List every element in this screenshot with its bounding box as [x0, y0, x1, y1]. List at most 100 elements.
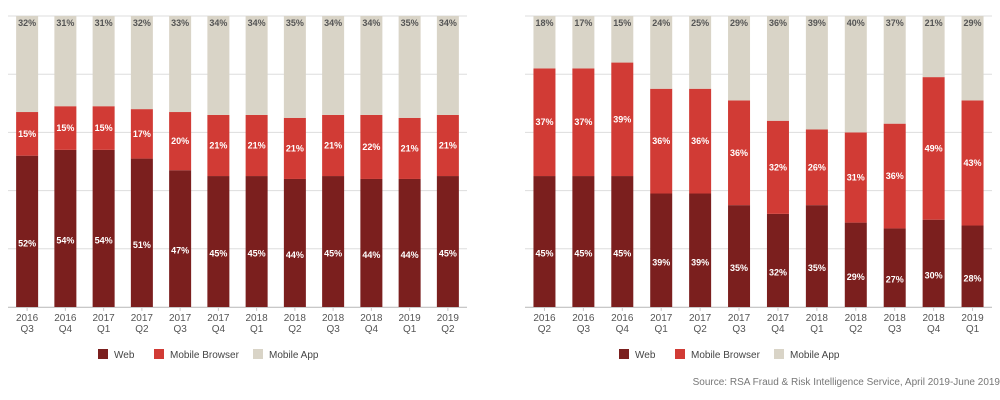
- bar-segment-mobile-browser: [322, 114, 345, 177]
- data-label: 54%: [95, 235, 113, 245]
- x-tick-label: Q3: [577, 324, 591, 335]
- legend-swatch-mobile-app: [774, 349, 784, 359]
- data-label: 29%: [964, 18, 982, 28]
- bar-segment-mobile-app: [54, 16, 77, 107]
- data-label: 36%: [769, 18, 787, 28]
- data-label: 37%: [535, 117, 553, 127]
- x-tick-label: Q4: [616, 324, 630, 335]
- x-tick-label: Q4: [212, 324, 226, 335]
- data-label: 51%: [133, 240, 151, 250]
- legend-swatch-mobile-app: [253, 349, 263, 359]
- bar-segment-mobile-app: [322, 16, 345, 115]
- data-label: 37%: [574, 117, 592, 127]
- bar-segment-web: [650, 193, 673, 307]
- bar-segment-mobile-app: [16, 16, 39, 113]
- bar-segment-web: [436, 176, 459, 307]
- bar-segment-mobile-browser: [130, 109, 153, 159]
- bar-segment-web: [16, 155, 39, 307]
- bar-segment-mobile-app: [436, 16, 459, 115]
- bar-segment-mobile-app: [245, 16, 268, 115]
- bar-segment-web: [961, 225, 984, 307]
- x-tick-label: Q2: [538, 324, 552, 335]
- data-label: 45%: [209, 249, 227, 259]
- data-label: 44%: [362, 250, 380, 260]
- bar-segment-web: [322, 176, 345, 307]
- bar-segment-mobile-browser: [245, 114, 268, 177]
- bar-segment-web: [805, 205, 828, 307]
- x-tick-label: 2018: [806, 313, 829, 324]
- legend: Web Mobile Browser Mobile App: [98, 349, 319, 361]
- legend-label-mobile-browser: Mobile Browser: [691, 350, 761, 361]
- data-label: 36%: [730, 148, 748, 158]
- bar-segment-mobile-browser: [283, 117, 306, 179]
- data-label: 15%: [613, 18, 631, 28]
- bar-segment-mobile-app: [283, 16, 306, 118]
- data-label: 15%: [18, 129, 36, 139]
- data-label: 39%: [613, 114, 631, 124]
- data-label: 35%: [730, 263, 748, 273]
- bar-segment-mobile-app: [844, 16, 867, 133]
- legend-label-web: Web: [114, 350, 135, 361]
- bar-segment-mobile-app: [728, 16, 751, 101]
- bar-segment-mobile-app: [572, 16, 595, 69]
- data-label: 39%: [808, 18, 826, 28]
- data-label: 18%: [535, 18, 553, 28]
- bar-segment-web: [54, 149, 77, 307]
- legend-swatch-mobile-browser: [154, 349, 164, 359]
- data-label: 26%: [808, 162, 826, 172]
- x-tick-label: 2018: [923, 313, 946, 324]
- bar-segment-web: [922, 219, 945, 307]
- bar-segment-mobile-app: [689, 16, 712, 89]
- bar-segment-mobile-app: [169, 16, 192, 113]
- legend-swatch-web: [619, 349, 629, 359]
- x-tick-label: 2019: [961, 313, 984, 324]
- data-label: 44%: [286, 250, 304, 260]
- x-tick-label: Q1: [97, 324, 111, 335]
- data-label: 35%: [286, 18, 304, 28]
- data-label: 54%: [56, 235, 74, 245]
- bar-segment-mobile-browser: [572, 68, 595, 177]
- bar-segment-mobile-app: [766, 16, 789, 121]
- x-tick-label: 2019: [437, 313, 460, 324]
- x-tick-label: 2016: [54, 313, 77, 324]
- x-tick-label: Q1: [810, 324, 824, 335]
- x-tick-label: Q2: [849, 324, 863, 335]
- x-tick-label: 2017: [689, 313, 712, 324]
- data-label: 21%: [925, 18, 943, 28]
- bar-segment-mobile-app: [207, 16, 230, 115]
- x-tick-label: 2017: [767, 313, 790, 324]
- bar-segment-mobile-browser: [689, 88, 712, 194]
- x-tick-label: Q3: [20, 324, 34, 335]
- bar-segment-web: [689, 193, 712, 307]
- x-tick-label: 2018: [884, 313, 907, 324]
- bar-segment-mobile-browser: [844, 132, 867, 223]
- x-tick-label: 2018: [322, 313, 345, 324]
- legend-label-mobile-app: Mobile App: [269, 350, 319, 361]
- x-tick-label: 2016: [611, 313, 634, 324]
- bar-segment-mobile-app: [650, 16, 673, 89]
- data-label: 34%: [324, 18, 342, 28]
- data-label: 36%: [886, 171, 904, 181]
- x-tick-label: Q1: [403, 324, 417, 335]
- data-label: 21%: [439, 140, 457, 150]
- x-tick-label: 2018: [284, 313, 307, 324]
- bar-segment-web: [245, 176, 268, 307]
- data-label: 45%: [613, 249, 631, 259]
- x-tick-label: 2017: [131, 313, 154, 324]
- bar-segment-mobile-browser: [650, 88, 673, 194]
- data-label: 45%: [248, 249, 266, 259]
- data-label: 17%: [133, 129, 151, 139]
- x-tick-label: 2016: [533, 313, 556, 324]
- bar-segment-web: [883, 228, 906, 307]
- data-label: 24%: [652, 18, 670, 28]
- bar-segment-web: [283, 178, 306, 307]
- data-label: 31%: [847, 173, 865, 183]
- bar-segment-mobile-app: [360, 16, 383, 115]
- data-label: 32%: [769, 162, 787, 172]
- data-label: 45%: [439, 249, 457, 259]
- x-tick-label: Q4: [927, 324, 941, 335]
- data-label: 21%: [248, 140, 266, 150]
- x-tick-label: Q4: [365, 324, 379, 335]
- data-label: 37%: [886, 18, 904, 28]
